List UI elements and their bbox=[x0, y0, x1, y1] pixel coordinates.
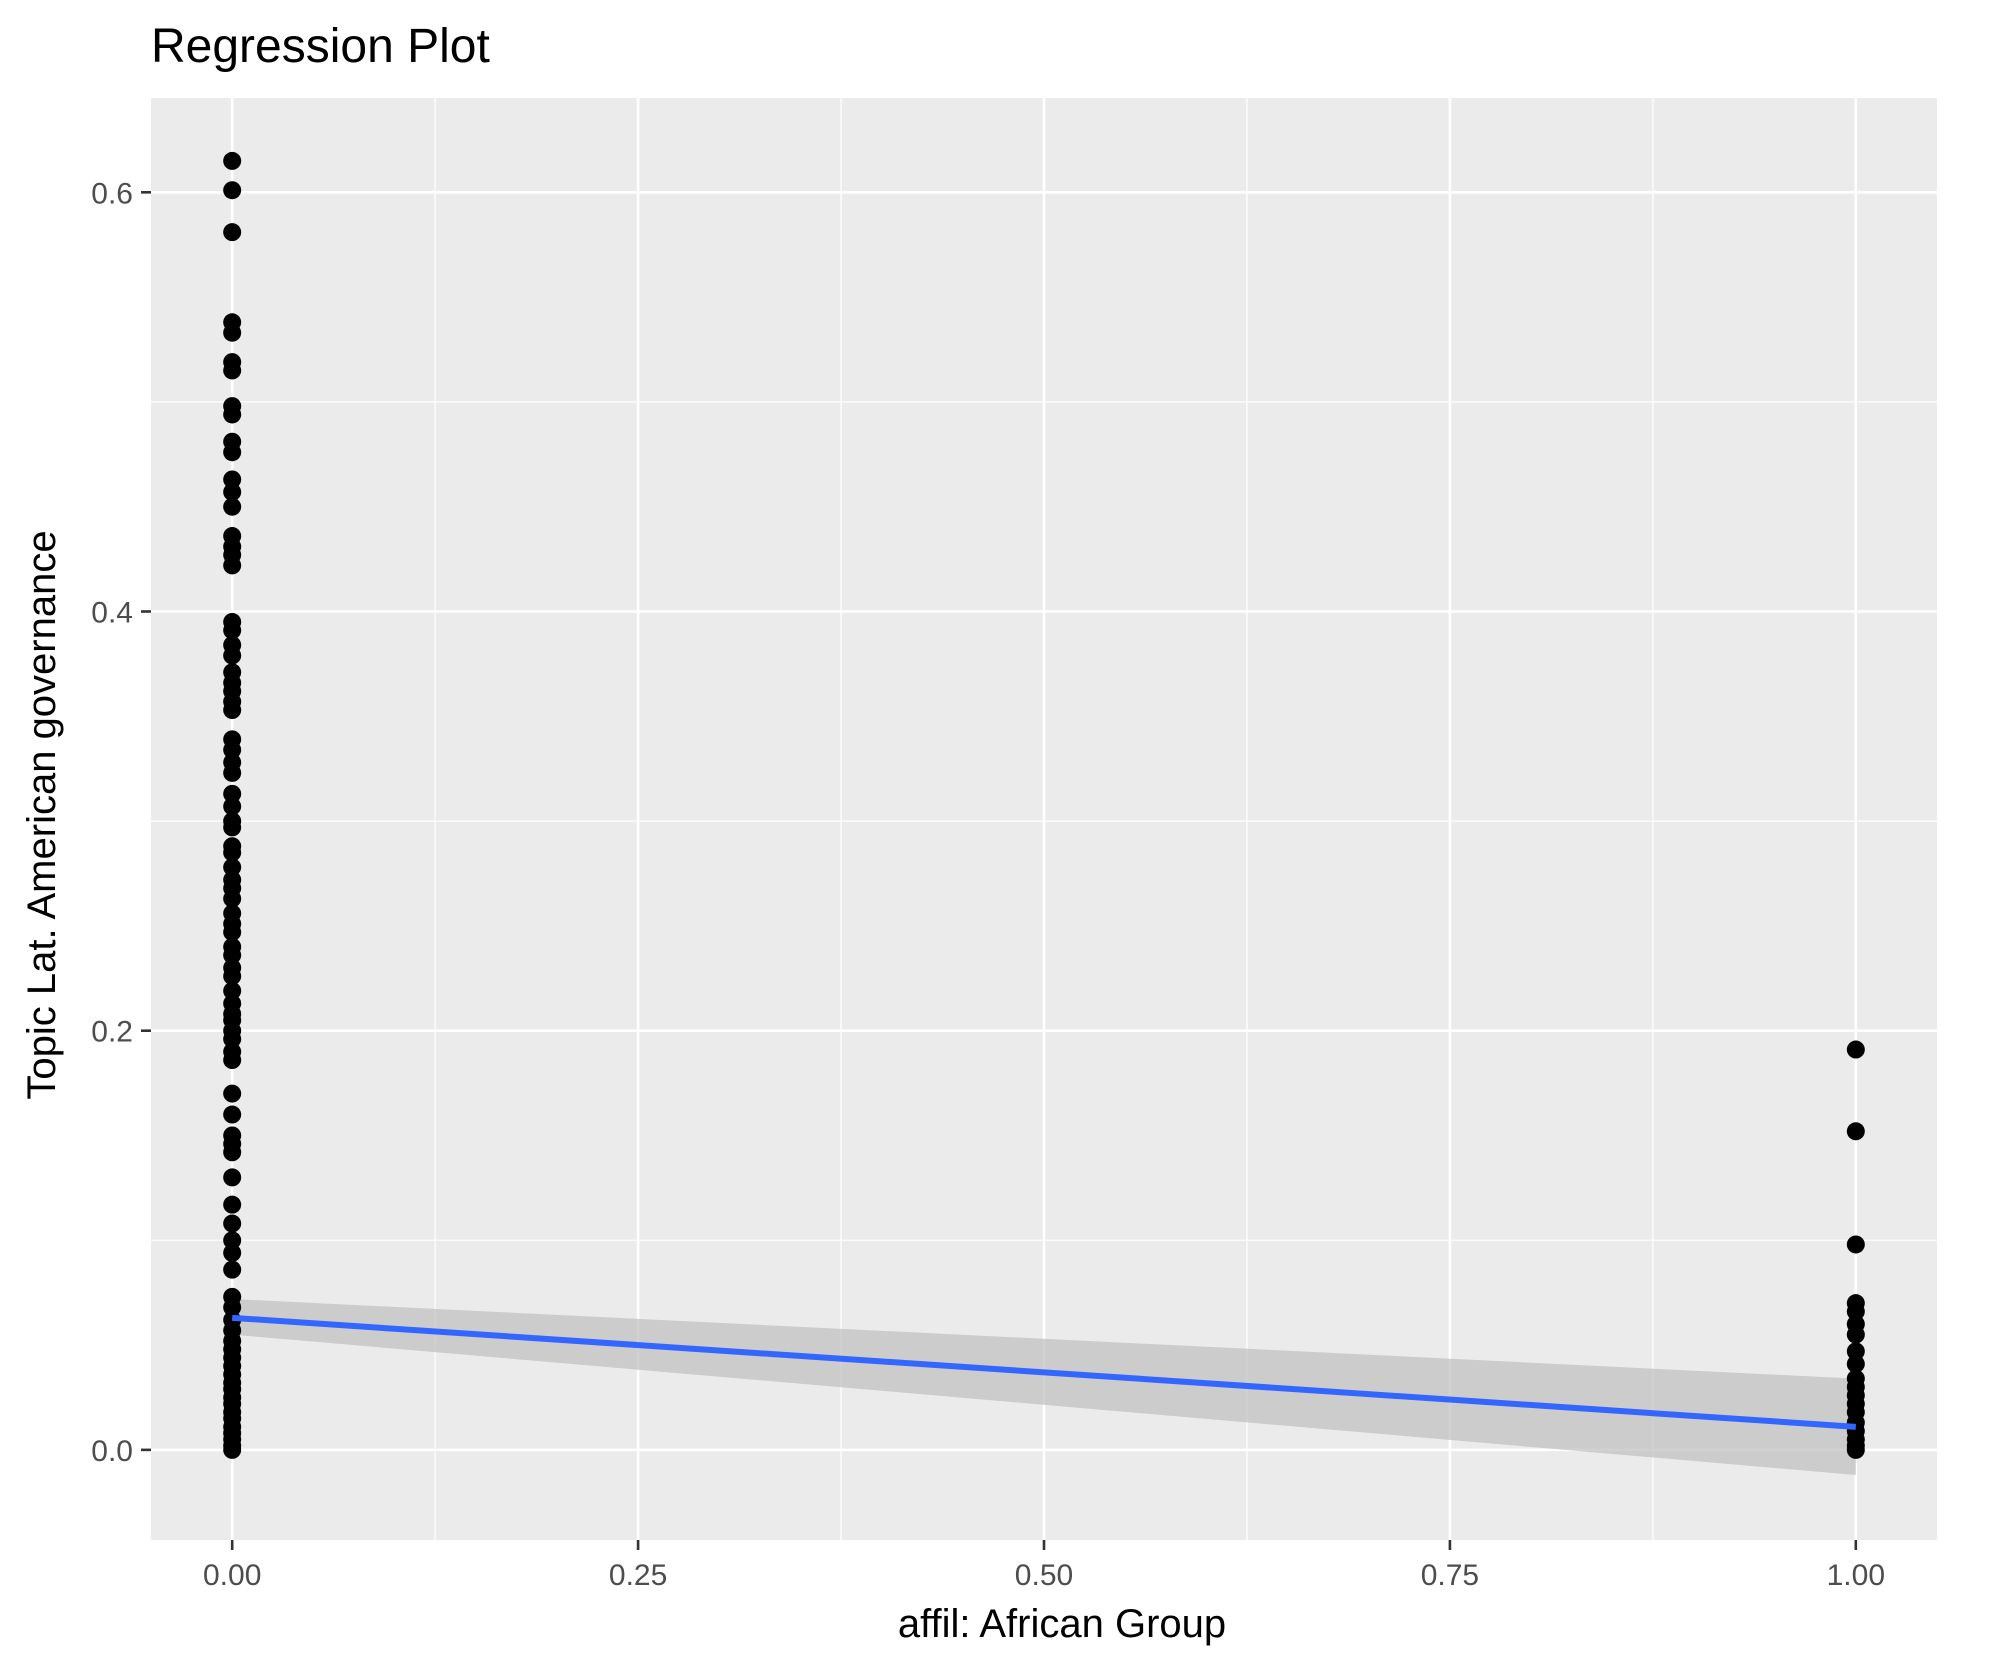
data-point bbox=[223, 497, 242, 516]
data-point bbox=[223, 740, 242, 759]
data-point bbox=[223, 1105, 242, 1124]
x-axis: 0.00 0.25 0.50 0.75 1.00 bbox=[203, 1540, 1885, 1592]
data-point bbox=[223, 784, 242, 803]
data-point bbox=[223, 701, 242, 720]
data-point bbox=[223, 797, 242, 816]
data-point bbox=[223, 181, 242, 200]
data-point bbox=[223, 858, 242, 877]
data-point bbox=[223, 1030, 242, 1049]
data-point bbox=[223, 405, 242, 424]
data-point bbox=[1846, 1302, 1865, 1321]
data-point bbox=[223, 981, 242, 1000]
data-point bbox=[223, 621, 242, 640]
data-point bbox=[223, 646, 242, 665]
data-point bbox=[1846, 1354, 1865, 1373]
y-tick-label: 0.2 bbox=[91, 1016, 133, 1049]
y-axis: 0.0 0.2 0.4 0.6 bbox=[91, 177, 151, 1468]
data-point bbox=[223, 151, 242, 170]
x-tick-label: 0.25 bbox=[609, 1559, 667, 1592]
y-tick-label: 0.4 bbox=[91, 597, 133, 630]
y-tick-label: 0.6 bbox=[91, 177, 133, 210]
data-point bbox=[223, 946, 242, 965]
data-point bbox=[223, 763, 242, 782]
data-point bbox=[223, 470, 242, 489]
data-point bbox=[223, 1440, 242, 1459]
y-axis-title: Topic Lat. American governance bbox=[20, 530, 64, 1099]
data-point bbox=[223, 1143, 242, 1162]
regression-line bbox=[231, 1314, 1857, 1430]
data-point bbox=[223, 967, 242, 986]
x-axis-title: affil: African Group bbox=[898, 1602, 1226, 1646]
data-point bbox=[1846, 1440, 1865, 1459]
data-point bbox=[223, 818, 242, 837]
data-point bbox=[223, 361, 242, 380]
x-tick-label: 0.75 bbox=[1421, 1559, 1479, 1592]
x-tick-label: 1.00 bbox=[1827, 1559, 1885, 1592]
data-point bbox=[223, 223, 242, 242]
data-point bbox=[223, 1231, 242, 1250]
data-point bbox=[223, 1051, 242, 1070]
x-tick-label: 0.50 bbox=[1015, 1559, 1073, 1592]
data-point bbox=[223, 483, 242, 502]
data-point bbox=[1846, 1122, 1865, 1141]
data-point bbox=[223, 556, 242, 575]
data-point bbox=[223, 1298, 242, 1317]
data-point bbox=[223, 1084, 242, 1103]
data-point bbox=[223, 1168, 242, 1187]
x-tick-label: 0.00 bbox=[203, 1559, 261, 1592]
data-point bbox=[223, 443, 242, 462]
data-point bbox=[1846, 1342, 1865, 1361]
data-point bbox=[223, 889, 242, 908]
data-points bbox=[223, 151, 1865, 1459]
data-point bbox=[223, 1214, 242, 1233]
data-point bbox=[223, 1195, 242, 1214]
chart-title: Regression Plot bbox=[151, 20, 490, 73]
data-point bbox=[223, 843, 242, 862]
data-point bbox=[1846, 1235, 1865, 1254]
data-point bbox=[223, 323, 242, 342]
data-point bbox=[1846, 1040, 1865, 1059]
data-point bbox=[223, 1243, 242, 1262]
data-point bbox=[1846, 1325, 1865, 1344]
y-tick-label: 0.0 bbox=[91, 1435, 133, 1468]
data-point bbox=[223, 1260, 242, 1279]
data-point bbox=[223, 923, 242, 942]
